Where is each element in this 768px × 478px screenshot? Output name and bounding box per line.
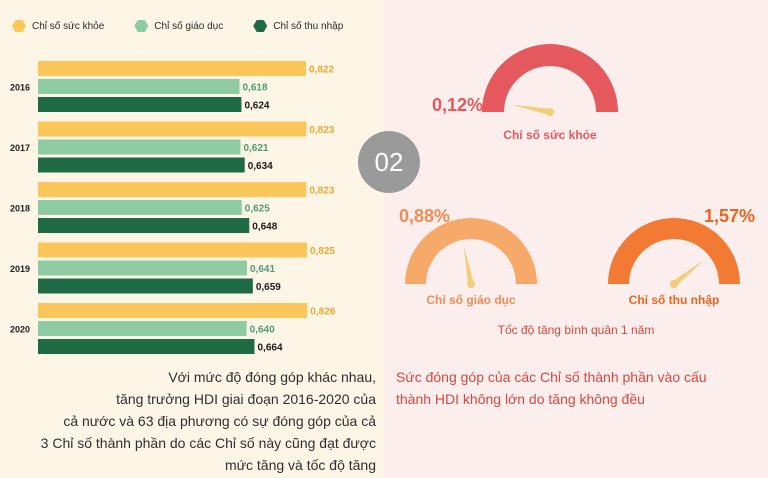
data-label-health: 0,823 [309, 186, 334, 197]
caption-right-line: Sức đóng góp của các Chỉ số thành phần v… [396, 369, 707, 385]
caption-left-line: mức tăng và tốc độ tăng [224, 457, 376, 473]
gauge-value-income: 1,57% [704, 206, 755, 226]
data-label-education: 0,625 [245, 204, 270, 215]
bar-income [38, 157, 245, 173]
category-label: 2016 [10, 83, 30, 93]
section-number-badge: 02 [358, 131, 420, 193]
data-label-health: 0,826 [310, 307, 335, 318]
data-label-health: 0,823 [309, 125, 334, 136]
gauge-value-education: 0,88% [399, 206, 450, 226]
gauge-hub-health [546, 108, 554, 116]
bar-education [38, 321, 247, 336]
bar-health [38, 303, 308, 318]
gauge-arc-income [608, 218, 740, 284]
data-label-income: 0,664 [257, 343, 282, 354]
bar-income [38, 278, 253, 294]
gauge-chart: 0,12% Chỉ số sức khỏe 0,88% Chỉ số giáo dục… [399, 44, 755, 307]
legend-label-health: Chỉ số sức khỏe [32, 20, 105, 32]
caption-left-line: 3 Chỉ số thành phần do các Chỉ số này cũ… [40, 435, 376, 451]
gauge-hub-income [670, 280, 678, 288]
bar-health [38, 182, 307, 197]
data-label-income: 0,624 [244, 101, 269, 112]
caption-right: Sức đóng góp của các Chỉ số thành phần v… [396, 366, 756, 410]
gauge-needle-health [510, 104, 551, 115]
data-label-health: 0,825 [310, 246, 335, 257]
bar-education [38, 79, 240, 94]
caption-left-line: cả nước và 63 địa phương có sự đóng góp … [63, 413, 376, 429]
legend-item-health: Chỉ số sức khỏe [12, 20, 104, 32]
bar-health [38, 121, 307, 137]
legend-item-income: Chỉ số thu nhập [253, 20, 343, 32]
caption-left: Với mức độ đóng góp khác nhau, tăng trưở… [20, 366, 376, 476]
legend: Chỉ số sức khỏe Chỉ số giáo dục Chỉ số t… [12, 20, 343, 32]
category-label: 2020 [10, 325, 30, 335]
growth-rate-label: Tốc độ tăng bình quân 1 năm [497, 323, 655, 337]
data-label-education: 0,641 [250, 264, 275, 275]
left-panel: Chỉ số sức khỏe Chỉ số giáo dục Chỉ số t… [10, 20, 376, 476]
bar-education [38, 200, 242, 215]
gauge-needle-income [672, 259, 705, 287]
legend-label-income: Chỉ số thu nhập [273, 20, 344, 32]
legend-swatch-income [253, 20, 268, 32]
data-label-education: 0,621 [243, 143, 268, 154]
caption-left-line: Với mức độ đóng góp khác nhau, [168, 369, 376, 385]
bar-education [38, 139, 241, 155]
gauge-name-education: Chỉ số giáo dục [426, 293, 516, 307]
gauge-name-income: Chỉ số thu nhập [629, 293, 720, 307]
data-label-income: 0,659 [256, 282, 281, 293]
legend-swatch-education [134, 20, 149, 32]
gauge-value-health: 0,12% [432, 95, 483, 115]
legend-swatch-health [12, 20, 26, 32]
gauge-arc-health [482, 44, 618, 112]
caption-left-line: tăng trưởng HDI giai đoạn 2016-2020 của [116, 391, 376, 407]
bar-income [38, 218, 250, 233]
caption-right-line: thành HDI không lớn do tăng không đều [396, 391, 645, 407]
data-label-education: 0,640 [250, 325, 275, 336]
bar-income [38, 339, 255, 354]
bar-education [38, 260, 247, 276]
category-label: 2019 [10, 264, 30, 274]
legend-label-education: Chỉ số giáo dục [154, 20, 224, 32]
category-label: 2018 [10, 204, 30, 214]
data-label-education: 0,618 [242, 83, 267, 94]
data-label-income: 0,634 [248, 161, 273, 172]
category-label: 2017 [10, 143, 30, 153]
gauge-arc-education [405, 218, 537, 284]
data-label-income: 0,648 [252, 222, 277, 233]
bar-income [38, 97, 242, 112]
legend-item-education: Chỉ số giáo dục [134, 20, 223, 32]
gauge-needle-education [463, 245, 474, 285]
bar-health [38, 242, 307, 258]
bar-chart: 2016 0,822 0,618 0,624 2017 0,823 0,621 0,634 20… [10, 61, 336, 354]
data-label-health: 0,822 [309, 65, 334, 76]
gauge-hub-education [467, 280, 475, 288]
gauge-name-health: Chỉ số sức khỏe [503, 128, 597, 142]
bar-health [38, 61, 306, 76]
